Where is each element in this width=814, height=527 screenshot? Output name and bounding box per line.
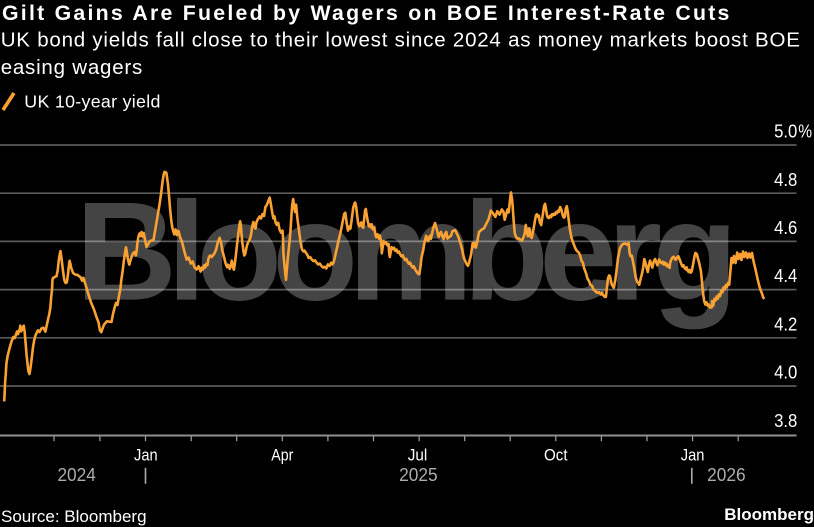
- svg-text:Jan: Jan: [681, 447, 705, 465]
- svg-text:Gilt Gains Are Fueled by Wager: Gilt Gains Are Fueled by Wagers on BOE I…: [2, 1, 732, 25]
- svg-text:4.8: 4.8: [774, 170, 797, 190]
- svg-text:2024: 2024: [57, 465, 96, 485]
- svg-text:UK bond yields fall close to t: UK bond yields fall close to their lowes…: [1, 29, 801, 52]
- svg-text:easing wagers: easing wagers: [1, 56, 143, 79]
- svg-text:5.0: 5.0: [774, 122, 797, 142]
- svg-text:%: %: [798, 122, 812, 142]
- svg-text:Bloomberg: Bloomberg: [724, 505, 814, 524]
- svg-text:4.6: 4.6: [774, 218, 797, 238]
- svg-text:Jul: Jul: [408, 447, 428, 465]
- svg-text:4.2: 4.2: [774, 314, 797, 334]
- svg-text:Oct: Oct: [544, 447, 568, 465]
- svg-text:2026: 2026: [707, 465, 746, 485]
- svg-text:2025: 2025: [399, 465, 438, 485]
- svg-text:Bloomberg: Bloomberg: [76, 173, 730, 330]
- svg-text:3.8: 3.8: [774, 411, 797, 431]
- svg-text:4.4: 4.4: [774, 266, 797, 286]
- svg-text:Source: Bloomberg: Source: Bloomberg: [1, 507, 147, 526]
- svg-text:UK 10-year yield: UK 10-year yield: [24, 92, 160, 112]
- svg-text:Apr: Apr: [271, 447, 293, 465]
- svg-text:Jan: Jan: [134, 447, 158, 465]
- svg-text:4.0: 4.0: [774, 363, 797, 383]
